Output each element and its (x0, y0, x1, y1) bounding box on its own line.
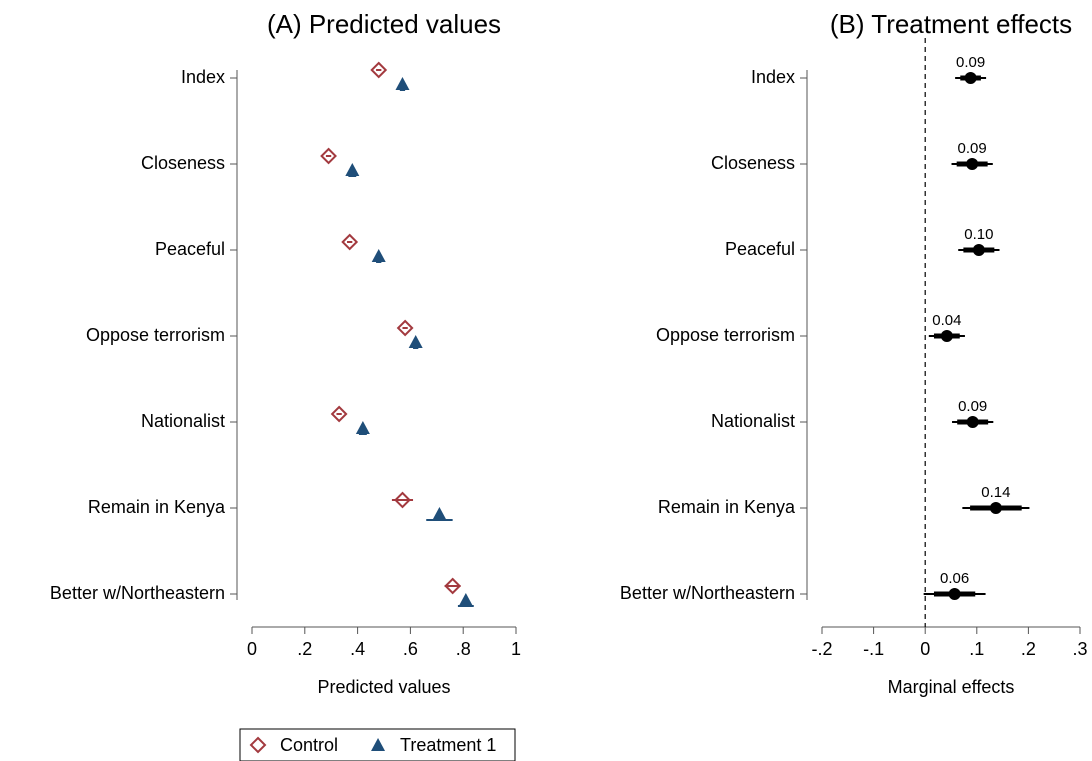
marker (371, 249, 386, 262)
marker (370, 61, 388, 79)
value-label: 0.14 (981, 484, 1010, 501)
marker (341, 233, 359, 251)
y-tick-label: Peaceful (725, 239, 795, 259)
y-tick-label: Index (181, 67, 225, 87)
point (966, 416, 979, 428)
y-tick-label: Peaceful (155, 239, 225, 259)
x-tick-label: 0 (247, 639, 257, 659)
y-tick-label: Closeness (141, 153, 225, 173)
marker (395, 77, 410, 90)
legend-label: Treatment 1 (400, 735, 496, 755)
panel-a-title: (A) Predicted values (267, 9, 501, 39)
x-tick-label: .4 (350, 639, 365, 659)
x-tick-label: 0 (920, 639, 930, 659)
point (940, 330, 953, 342)
value-label: 0.09 (958, 398, 987, 415)
y-tick-label: Nationalist (141, 411, 225, 431)
point (948, 588, 961, 600)
x-tick-label: .1 (969, 639, 984, 659)
marker (394, 491, 411, 509)
panel-b-title: (B) Treatment effects (830, 9, 1072, 39)
point (964, 72, 977, 84)
marker (330, 405, 348, 423)
point (972, 244, 985, 256)
point (989, 502, 1002, 514)
y-tick-label: Oppose terrorism (656, 325, 795, 345)
marker (396, 319, 414, 337)
x-tick-label: .2 (297, 639, 312, 659)
y-tick-label: Remain in Kenya (88, 497, 226, 517)
marker (408, 335, 423, 348)
y-tick-label: Index (751, 67, 795, 87)
value-label: 0.10 (964, 226, 993, 243)
legend-box (239, 728, 516, 761)
marker (355, 421, 370, 434)
value-label: 0.09 (956, 54, 985, 71)
point (966, 158, 979, 170)
marker (249, 736, 267, 754)
marker (345, 163, 360, 176)
value-label: 0.04 (932, 312, 961, 329)
y-tick-label: Closeness (711, 153, 795, 173)
marker (458, 593, 473, 606)
marker (444, 577, 462, 595)
x-tick-label: .8 (456, 639, 471, 659)
panel-b-x-title: Marginal effects (888, 677, 1015, 697)
x-tick-label: -.2 (811, 639, 832, 659)
x-tick-label: 1 (511, 639, 521, 659)
y-tick-label: Nationalist (711, 411, 795, 431)
marker (320, 147, 337, 165)
value-label: 0.09 (958, 140, 987, 157)
y-tick-label: Better w/Northeastern (50, 583, 225, 603)
legend-label: Control (280, 735, 338, 755)
panel-a-x-title: Predicted values (317, 677, 450, 697)
x-tick-label: -.1 (863, 639, 884, 659)
y-tick-label: Better w/Northeastern (620, 583, 795, 603)
y-tick-label: Oppose terrorism (86, 325, 225, 345)
marker (371, 738, 386, 751)
marker (432, 507, 447, 520)
value-label: 0.06 (940, 570, 969, 587)
x-tick-label: .6 (403, 639, 418, 659)
x-tick-label: .2 (1021, 639, 1036, 659)
x-tick-label: .3 (1072, 639, 1087, 659)
y-tick-label: Remain in Kenya (658, 497, 796, 517)
